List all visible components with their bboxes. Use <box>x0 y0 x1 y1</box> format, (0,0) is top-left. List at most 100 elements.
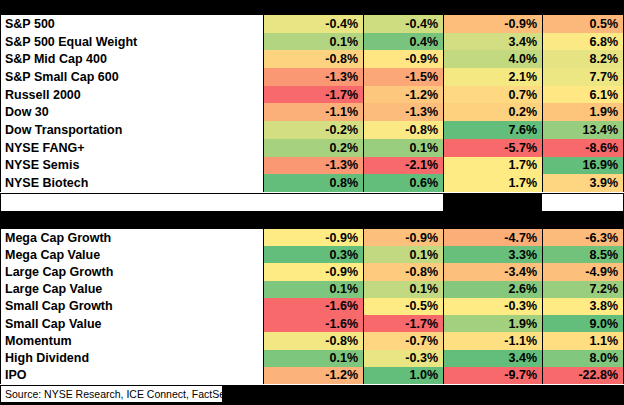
mid-header-band <box>0 211 624 229</box>
heatmap-cell: 0.1% <box>363 281 443 298</box>
heatmap-cell: 0.6% <box>363 174 443 192</box>
heatmap-cell: -0.9% <box>363 229 443 246</box>
heatmap-cell: -0.8% <box>263 50 363 68</box>
heatmap-cell: 0.1% <box>263 281 363 298</box>
heatmap-cell: -0.8% <box>363 263 443 280</box>
source-row: Source: NYSE Research, ICE Connect, Fact… <box>0 386 624 403</box>
heatmap-cell: -8.6% <box>542 139 624 157</box>
table-row: NYSE FANG+0.2%0.1%-5.7%-8.6% <box>0 139 624 157</box>
table-row: High Dividend0.1%-0.3%3.4%8.0% <box>0 350 624 367</box>
heatmap-cell: 1.9% <box>542 103 624 121</box>
heatmap-cell: -9.7% <box>443 367 542 384</box>
row-label: IPO <box>0 367 263 384</box>
table-row: S&P Mid Cap 400-0.8%-0.9%4.0%8.2% <box>0 50 624 68</box>
row-label: Mega Cap Value <box>0 246 263 263</box>
row-label: Small Cap Value <box>0 315 263 332</box>
table-row: Mega Cap Growth-0.9%-0.9%-4.7%-6.3% <box>0 229 624 246</box>
row-label: Mega Cap Growth <box>0 229 263 246</box>
heatmap-cell: -0.3% <box>363 350 443 367</box>
heatmap-cell: 3.4% <box>443 350 542 367</box>
row-label: NYSE Semis <box>0 157 263 175</box>
heatmap-cell: 13.4% <box>542 121 624 139</box>
gap-white-area <box>1 194 443 211</box>
heatmap-cell: -1.3% <box>263 68 363 86</box>
heatmap-cell: -0.9% <box>263 263 363 280</box>
row-label: High Dividend <box>0 350 263 367</box>
heatmap-cell: -0.5% <box>363 298 443 315</box>
heatmap-cell: 0.5% <box>542 15 624 33</box>
row-label: Russell 2000 <box>0 86 263 104</box>
heatmap-cell: 6.8% <box>542 33 624 51</box>
heatmap-cell: 0.2% <box>263 139 363 157</box>
heatmap-cell: 7.7% <box>542 68 624 86</box>
table-row: Large Cap Growth-0.9%-0.8%-3.4%-4.9% <box>0 263 624 280</box>
heatmap-cell: -1.2% <box>363 86 443 104</box>
top-header-band <box>0 0 624 15</box>
heatmap-cell: 1.7% <box>443 174 542 192</box>
heatmap-cell: -0.4% <box>263 15 363 33</box>
heatmap-cell: 8.0% <box>542 350 624 367</box>
row-label: NYSE FANG+ <box>0 139 263 157</box>
heatmap-cell: -2.1% <box>363 157 443 175</box>
heatmap-cell: 4.0% <box>443 50 542 68</box>
heatmap-cell: 0.1% <box>363 139 443 157</box>
gap-white-tail <box>542 194 623 211</box>
heatmap-cell: -22.8% <box>542 367 624 384</box>
heatmap-cell: 7.6% <box>443 121 542 139</box>
heatmap-cell: 1.7% <box>443 157 542 175</box>
heatmap-cell: -4.9% <box>542 263 624 280</box>
heatmap-cell: -0.3% <box>443 298 542 315</box>
heatmap-cell: -1.7% <box>263 86 363 104</box>
heatmap-cell: -1.5% <box>363 68 443 86</box>
table-row: Mega Cap Value0.3%0.1%3.3%8.5% <box>0 246 624 263</box>
table-row: Dow Transportation-0.2%-0.8%7.6%13.4% <box>0 121 624 139</box>
heatmap-cell: -1.2% <box>263 367 363 384</box>
heatmap-cell: 3.9% <box>542 174 624 192</box>
heatmap-cell: 3.4% <box>443 33 542 51</box>
heatmap-cell: -1.3% <box>263 157 363 175</box>
table-row: Small Cap Value-1.6%-1.7%1.9%9.0% <box>0 315 624 332</box>
heatmap-cell: -1.3% <box>363 103 443 121</box>
heatmap-cell: 16.9% <box>542 157 624 175</box>
heatmap-cell: 0.1% <box>363 246 443 263</box>
heatmap-cell: -0.9% <box>363 50 443 68</box>
heatmap-cell: 3.8% <box>542 298 624 315</box>
heatmap-cell: 3.3% <box>443 246 542 263</box>
table-row: Small Cap Growth-1.6%-0.5%-0.3%3.8% <box>0 298 624 315</box>
row-label: S&P Small Cap 600 <box>0 68 263 86</box>
heatmap-cell: 0.8% <box>263 174 363 192</box>
row-label: Dow 30 <box>0 103 263 121</box>
heatmap-cell: 0.1% <box>263 350 363 367</box>
heatmap-cell: -1.1% <box>263 103 363 121</box>
table-row: Russell 2000-1.7%-1.2%0.7%6.1% <box>0 86 624 104</box>
heatmap-cell: 2.6% <box>443 281 542 298</box>
heatmap-cell: -5.7% <box>443 139 542 157</box>
heatmap-cell: 0.3% <box>263 246 363 263</box>
heatmap-cell: 0.2% <box>443 103 542 121</box>
heatmap-cell: 6.1% <box>542 86 624 104</box>
heatmap-cell: 1.9% <box>443 315 542 332</box>
table-row: S&P Small Cap 600-1.3%-1.5%2.1%7.7% <box>0 68 624 86</box>
table-row: Dow 30-1.1%-1.3%0.2%1.9% <box>0 103 624 121</box>
heatmap-cell: -0.8% <box>263 332 363 349</box>
table-row: NYSE Biotech0.8%0.6%1.7%3.9% <box>0 174 624 192</box>
heatmap-cell: -1.6% <box>263 315 363 332</box>
heatmap-cell: 0.4% <box>363 33 443 51</box>
table-row: Momentum-0.8%-0.7%-1.1%1.1% <box>0 332 624 349</box>
row-label: S&P Mid Cap 400 <box>0 50 263 68</box>
heatmap-cell: -4.7% <box>443 229 542 246</box>
heatmap-cell: 8.2% <box>542 50 624 68</box>
heatmap-cell: -6.3% <box>542 229 624 246</box>
major-indices-table: S&P 500-0.4%-0.4%-0.9%0.5%S&P 500 Equal … <box>0 15 624 194</box>
section-gap-row <box>0 194 624 211</box>
table-row: IPO-1.2%1.0%-9.7%-22.8% <box>0 367 624 384</box>
table-row: Large Cap Value0.1%0.1%2.6%7.2% <box>0 281 624 298</box>
heatmap-cell: -0.4% <box>363 15 443 33</box>
heatmap-cell: -1.7% <box>363 315 443 332</box>
heatmap-cell: 1.0% <box>363 367 443 384</box>
style-factors-table: Mega Cap Growth-0.9%-0.9%-4.7%-6.3%Mega … <box>0 229 624 386</box>
row-label: Large Cap Value <box>0 281 263 298</box>
heatmap-cell: -1.6% <box>263 298 363 315</box>
row-label: Large Cap Growth <box>0 263 263 280</box>
heatmap-cell: -0.2% <box>263 121 363 139</box>
